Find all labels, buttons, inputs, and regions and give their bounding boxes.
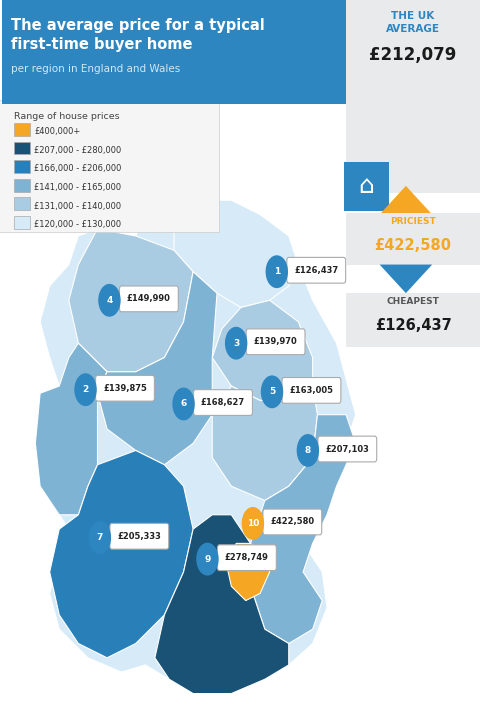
- FancyBboxPatch shape: [14, 197, 30, 210]
- Text: £207,000 - £280,000: £207,000 - £280,000: [35, 146, 121, 155]
- Polygon shape: [36, 343, 107, 515]
- Polygon shape: [36, 193, 356, 694]
- Polygon shape: [212, 386, 317, 500]
- Circle shape: [89, 522, 110, 553]
- Circle shape: [226, 327, 247, 359]
- Circle shape: [242, 508, 264, 539]
- Text: £139,970: £139,970: [254, 337, 298, 346]
- FancyBboxPatch shape: [14, 179, 30, 192]
- FancyBboxPatch shape: [246, 329, 305, 355]
- Text: £141,000 - £165,000: £141,000 - £165,000: [35, 183, 121, 192]
- Circle shape: [197, 543, 218, 575]
- Text: 5: 5: [269, 388, 275, 396]
- Text: PRICIEST: PRICIEST: [390, 217, 436, 227]
- Text: £163,005: £163,005: [289, 386, 334, 395]
- FancyBboxPatch shape: [346, 213, 480, 265]
- FancyBboxPatch shape: [14, 142, 30, 154]
- Text: 10: 10: [247, 519, 259, 528]
- Polygon shape: [212, 300, 312, 400]
- FancyBboxPatch shape: [14, 216, 30, 229]
- FancyBboxPatch shape: [14, 160, 30, 173]
- Text: 7: 7: [96, 533, 103, 542]
- Text: per region in England and Wales: per region in England and Wales: [12, 64, 180, 74]
- Polygon shape: [97, 272, 217, 465]
- Text: 8: 8: [305, 446, 311, 455]
- Polygon shape: [49, 450, 193, 658]
- Polygon shape: [174, 200, 298, 307]
- Circle shape: [262, 376, 283, 408]
- Circle shape: [99, 285, 120, 316]
- FancyBboxPatch shape: [282, 378, 341, 403]
- Text: Range of house prices: Range of house prices: [14, 112, 120, 122]
- Text: £166,000 - £206,000: £166,000 - £206,000: [35, 164, 122, 174]
- Circle shape: [173, 388, 194, 420]
- Polygon shape: [380, 186, 432, 214]
- FancyBboxPatch shape: [344, 162, 389, 211]
- FancyBboxPatch shape: [346, 293, 480, 347]
- FancyBboxPatch shape: [217, 545, 276, 571]
- Polygon shape: [155, 515, 289, 694]
- Text: £126,437: £126,437: [375, 318, 451, 333]
- Text: £120,000 - £130,000: £120,000 - £130,000: [35, 220, 121, 230]
- Text: CHEAPEST: CHEAPEST: [386, 297, 440, 307]
- FancyBboxPatch shape: [14, 123, 30, 136]
- Text: £422,580: £422,580: [270, 518, 314, 526]
- Text: £400,000+: £400,000+: [35, 127, 81, 137]
- Text: 1: 1: [274, 267, 280, 276]
- Text: £168,627: £168,627: [201, 398, 245, 407]
- Text: 6: 6: [180, 400, 187, 408]
- Text: £126,437: £126,437: [294, 266, 338, 275]
- Text: 3: 3: [233, 339, 239, 347]
- Text: 4: 4: [106, 296, 113, 305]
- Text: £149,990: £149,990: [127, 295, 171, 303]
- FancyBboxPatch shape: [110, 523, 169, 549]
- Text: £139,875: £139,875: [103, 384, 147, 393]
- FancyBboxPatch shape: [0, 100, 219, 232]
- Circle shape: [266, 256, 288, 287]
- Text: first-time buyer home: first-time buyer home: [12, 37, 193, 52]
- Text: £278,749: £278,749: [225, 553, 269, 562]
- Text: The average price for a typical: The average price for a typical: [12, 18, 265, 33]
- Polygon shape: [251, 415, 356, 644]
- Polygon shape: [380, 265, 432, 293]
- FancyBboxPatch shape: [318, 436, 377, 462]
- Text: ⌂: ⌂: [358, 174, 374, 198]
- Text: £422,580: £422,580: [374, 238, 452, 253]
- FancyBboxPatch shape: [287, 257, 346, 283]
- FancyBboxPatch shape: [120, 286, 178, 312]
- Text: £207,103: £207,103: [325, 445, 369, 453]
- Text: £205,333: £205,333: [118, 532, 161, 541]
- Text: £131,000 - £140,000: £131,000 - £140,000: [35, 202, 121, 211]
- Circle shape: [75, 374, 96, 405]
- FancyBboxPatch shape: [2, 0, 346, 104]
- FancyBboxPatch shape: [193, 390, 252, 415]
- Polygon shape: [227, 543, 270, 601]
- FancyBboxPatch shape: [346, 0, 480, 193]
- Text: £212,079: £212,079: [370, 46, 457, 64]
- Polygon shape: [69, 229, 193, 372]
- FancyBboxPatch shape: [263, 509, 322, 535]
- Text: 9: 9: [204, 555, 211, 563]
- Circle shape: [297, 435, 318, 466]
- Text: THE UK
AVERAGE: THE UK AVERAGE: [386, 11, 440, 34]
- Text: 2: 2: [83, 385, 89, 394]
- FancyBboxPatch shape: [96, 375, 155, 401]
